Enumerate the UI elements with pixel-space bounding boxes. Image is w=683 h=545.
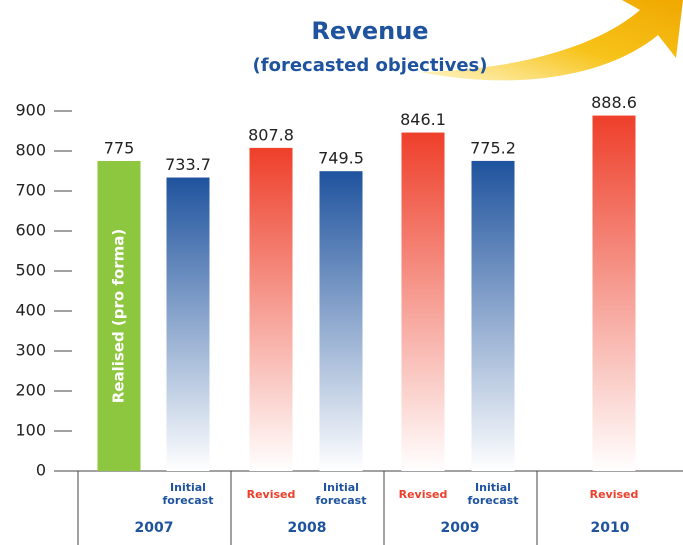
group-label: 2008 [288, 520, 327, 536]
bar [471, 160, 515, 472]
x-tick-label: Revised [398, 488, 448, 501]
bar [249, 147, 293, 471]
y-tick-label: 500 [15, 261, 46, 280]
bar [166, 177, 210, 471]
bar-annotation: Realised (pro forma) [110, 229, 128, 404]
group-label: 2009 [441, 520, 480, 536]
y-tick-label: 600 [15, 221, 46, 240]
y-tick-label: 800 [15, 141, 46, 160]
value-label: 749.5 [318, 149, 364, 168]
arrow-swoosh [420, 0, 683, 81]
value-label: 846.1 [400, 110, 446, 129]
bar [97, 161, 141, 471]
value-label: 775.2 [470, 138, 516, 157]
y-tick-label: 100 [15, 421, 46, 440]
group-label: 2007 [135, 520, 174, 536]
value-label: 807.8 [248, 125, 294, 144]
chart-subtitle: (forecasted objectives) [253, 55, 488, 76]
x-tick-label: Initial forecast [315, 481, 367, 507]
x-tick-label: Initial forecast [162, 481, 214, 507]
bar [401, 132, 445, 471]
x-tick-label: Initial forecast [467, 481, 519, 507]
value-label: 775 [104, 139, 135, 158]
bar [319, 171, 363, 471]
y-tick-label: 300 [15, 341, 46, 360]
x-tick-label: Revised [589, 488, 639, 501]
y-tick-label: 700 [15, 181, 46, 200]
y-tick-label: 900 [15, 101, 46, 120]
bar [592, 115, 636, 471]
y-tick-label: 0 [36, 461, 46, 480]
y-tick-label: 200 [15, 381, 46, 400]
chart-title: Revenue [311, 17, 428, 45]
value-label: 888.6 [591, 93, 637, 112]
group-label: 2010 [591, 520, 630, 536]
value-label: 733.7 [165, 155, 211, 174]
x-tick-label: Revised [246, 488, 296, 501]
y-tick-label: 400 [15, 301, 46, 320]
